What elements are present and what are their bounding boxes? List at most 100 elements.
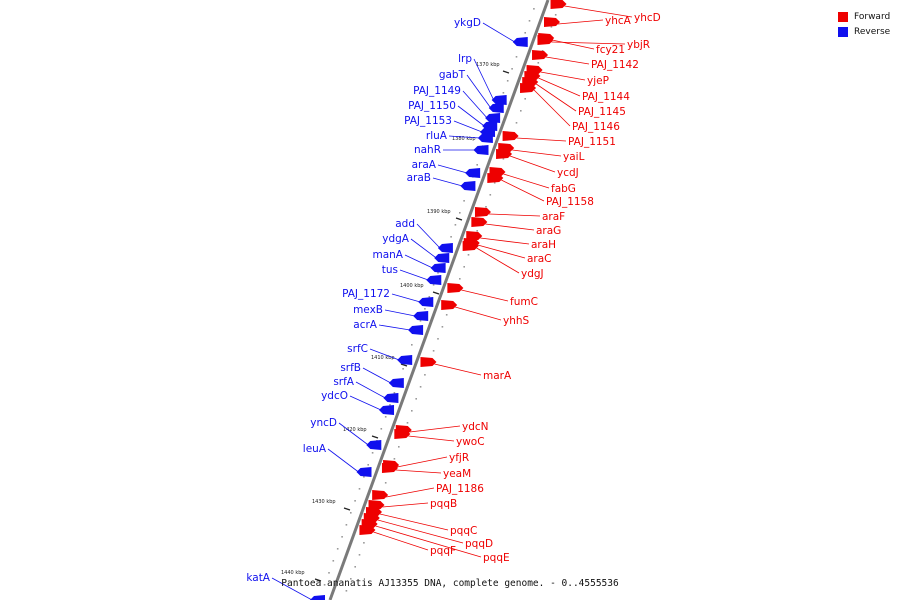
reverse-gene-manA[interactable]: manA bbox=[372, 249, 446, 273]
forward-gene-PAJ_1146[interactable]: PAJ_1146 bbox=[520, 83, 620, 133]
reverse-gene-leuA[interactable]: leuA bbox=[303, 443, 372, 477]
forward-gene-arrow[interactable] bbox=[447, 283, 464, 293]
reverse-gene-label[interactable]: srfA bbox=[333, 376, 354, 388]
reverse-gene-araB[interactable]: araB bbox=[407, 172, 476, 191]
forward-gene-label[interactable]: pqqD bbox=[465, 538, 493, 550]
reverse-gene-label[interactable]: mexB bbox=[353, 304, 383, 316]
reverse-gene-label[interactable]: ykgD bbox=[454, 17, 481, 29]
reverse-gene-arrow[interactable] bbox=[473, 145, 489, 155]
forward-gene-arrow[interactable] bbox=[538, 33, 555, 43]
forward-gene-araH[interactable]: araH bbox=[466, 231, 556, 251]
forward-gene-fumC[interactable]: fumC bbox=[447, 283, 538, 308]
forward-gene-araF[interactable]: araF bbox=[474, 207, 565, 223]
forward-gene-label[interactable]: PAJ_1186 bbox=[436, 483, 484, 495]
reverse-gene-rluA[interactable]: rluA bbox=[426, 130, 493, 143]
reverse-gene-arrow[interactable] bbox=[418, 297, 434, 307]
forward-gene-label[interactable]: fabG bbox=[551, 183, 576, 195]
forward-gene-yeaM[interactable]: yeaM bbox=[381, 463, 471, 480]
forward-gene-yjeP[interactable]: yjeP bbox=[526, 65, 609, 87]
reverse-gene-ydgA[interactable]: ydgA bbox=[382, 233, 450, 263]
forward-gene-arrow[interactable] bbox=[471, 217, 488, 227]
reverse-gene-gabT[interactable]: gabT bbox=[439, 69, 504, 113]
reverse-gene-arrow[interactable] bbox=[356, 467, 372, 477]
forward-gene-PAJ_1145[interactable]: PAJ_1145 bbox=[522, 77, 626, 118]
forward-gene-label[interactable]: pqqC bbox=[450, 525, 477, 537]
forward-gene-arrow[interactable] bbox=[487, 173, 504, 183]
forward-gene-arrow[interactable] bbox=[462, 241, 479, 251]
reverse-gene-label[interactable]: yncD bbox=[310, 417, 337, 429]
forward-gene-arrow[interactable] bbox=[474, 207, 491, 217]
forward-gene-ycdJ[interactable]: ycdJ bbox=[496, 149, 579, 179]
reverse-gene-label[interactable]: gabT bbox=[439, 69, 466, 81]
reverse-gene-label[interactable]: PAJ_1149 bbox=[413, 85, 461, 97]
forward-gene-arrow[interactable] bbox=[368, 500, 385, 510]
forward-gene-label[interactable]: pqqE bbox=[483, 552, 510, 564]
reverse-gene-acrA[interactable]: acrA bbox=[353, 319, 424, 335]
forward-gene-arrow[interactable] bbox=[441, 300, 458, 310]
reverse-gene-arrow[interactable] bbox=[379, 405, 395, 415]
reverse-gene-PAJ_1172[interactable]: PAJ_1172 bbox=[342, 288, 434, 307]
forward-gene-pqqF[interactable]: pqqF bbox=[359, 525, 456, 557]
forward-gene-label[interactable]: araC bbox=[527, 253, 552, 265]
forward-gene-arrow[interactable] bbox=[372, 490, 389, 500]
forward-gene-label[interactable]: yhcA bbox=[605, 15, 632, 27]
reverse-gene-srfA[interactable]: srfA bbox=[333, 376, 399, 403]
reverse-gene-arrow[interactable] bbox=[477, 133, 493, 143]
forward-gene-arrow[interactable] bbox=[394, 429, 411, 439]
reverse-gene-lrp[interactable]: lrp bbox=[458, 53, 507, 105]
reverse-gene-arrow[interactable] bbox=[512, 37, 528, 47]
forward-gene-label[interactable]: yfjR bbox=[449, 452, 469, 464]
forward-gene-label[interactable]: PAJ_1151 bbox=[568, 136, 616, 148]
reverse-gene-arrow[interactable] bbox=[310, 595, 325, 600]
reverse-gene-araA[interactable]: araA bbox=[412, 159, 481, 178]
forward-gene-arrow[interactable] bbox=[532, 50, 549, 60]
forward-gene-label[interactable]: PAJ_1158 bbox=[546, 196, 594, 208]
forward-gene-label[interactable]: marA bbox=[483, 370, 512, 382]
forward-gene-arrow[interactable] bbox=[496, 149, 513, 159]
reverse-gene-label[interactable]: lrp bbox=[458, 53, 472, 65]
forward-gene-arrow[interactable] bbox=[544, 17, 561, 27]
forward-gene-araG[interactable]: araG bbox=[471, 217, 561, 237]
forward-gene-label[interactable]: ydcN bbox=[462, 421, 489, 433]
forward-gene-arrow[interactable] bbox=[420, 357, 437, 367]
reverse-gene-srfB[interactable]: srfB bbox=[340, 362, 404, 388]
forward-gene-label[interactable]: fumC bbox=[510, 296, 538, 308]
reverse-gene-label[interactable]: araB bbox=[407, 172, 431, 184]
reverse-gene-yncD[interactable]: yncD bbox=[310, 417, 382, 450]
forward-gene-PAJ_1186[interactable]: PAJ_1186 bbox=[372, 483, 484, 500]
reverse-gene-arrow[interactable] bbox=[397, 355, 413, 365]
reverse-gene-arrow[interactable] bbox=[383, 393, 399, 403]
reverse-gene-arrow[interactable] bbox=[434, 253, 450, 263]
forward-gene-label[interactable]: ybjR bbox=[627, 39, 650, 51]
reverse-gene-ykgD[interactable]: ykgD bbox=[454, 17, 528, 47]
reverse-gene-label[interactable]: add bbox=[395, 218, 415, 230]
forward-gene-ydcN[interactable]: ydcN bbox=[395, 421, 489, 435]
forward-gene-label[interactable]: yaiL bbox=[563, 151, 585, 163]
reverse-gene-label[interactable]: PAJ_1150 bbox=[408, 100, 456, 112]
reverse-gene-arrow[interactable] bbox=[485, 113, 501, 123]
forward-gene-arrow[interactable] bbox=[359, 525, 376, 535]
forward-gene-PAJ_1151[interactable]: PAJ_1151 bbox=[502, 131, 616, 148]
reverse-gene-label[interactable]: ydgA bbox=[382, 233, 410, 245]
reverse-gene-label[interactable]: srfC bbox=[347, 343, 368, 355]
reverse-gene-arrow[interactable] bbox=[491, 95, 507, 105]
forward-gene-label[interactable]: araF bbox=[542, 211, 565, 223]
forward-gene-ydgJ[interactable]: ydgJ bbox=[462, 241, 544, 280]
reverse-gene-katA[interactable]: katA bbox=[246, 572, 325, 600]
forward-gene-label[interactable]: fcy21 bbox=[596, 44, 625, 56]
reverse-gene-nahR[interactable]: nahR bbox=[414, 144, 489, 156]
forward-gene-label[interactable]: PAJ_1144 bbox=[582, 91, 630, 103]
forward-gene-label[interactable]: araH bbox=[531, 239, 556, 251]
forward-gene-fcy21[interactable]: fcy21 bbox=[538, 33, 625, 56]
reverse-gene-mexB[interactable]: mexB bbox=[353, 304, 429, 321]
forward-gene-arrow[interactable] bbox=[381, 463, 398, 473]
reverse-gene-label[interactable]: rluA bbox=[426, 130, 448, 142]
forward-gene-label[interactable]: yeaM bbox=[443, 468, 471, 480]
reverse-gene-label[interactable]: PAJ_1153 bbox=[404, 115, 452, 127]
forward-gene-PAJ_1142[interactable]: PAJ_1142 bbox=[532, 50, 639, 71]
reverse-gene-label[interactable]: PAJ_1172 bbox=[342, 288, 390, 300]
forward-gene-yhcA[interactable]: yhcA bbox=[544, 15, 632, 27]
reverse-gene-srfC[interactable]: srfC bbox=[347, 343, 413, 365]
reverse-gene-arrow[interactable] bbox=[388, 378, 404, 388]
reverse-gene-arrow[interactable] bbox=[488, 103, 504, 113]
